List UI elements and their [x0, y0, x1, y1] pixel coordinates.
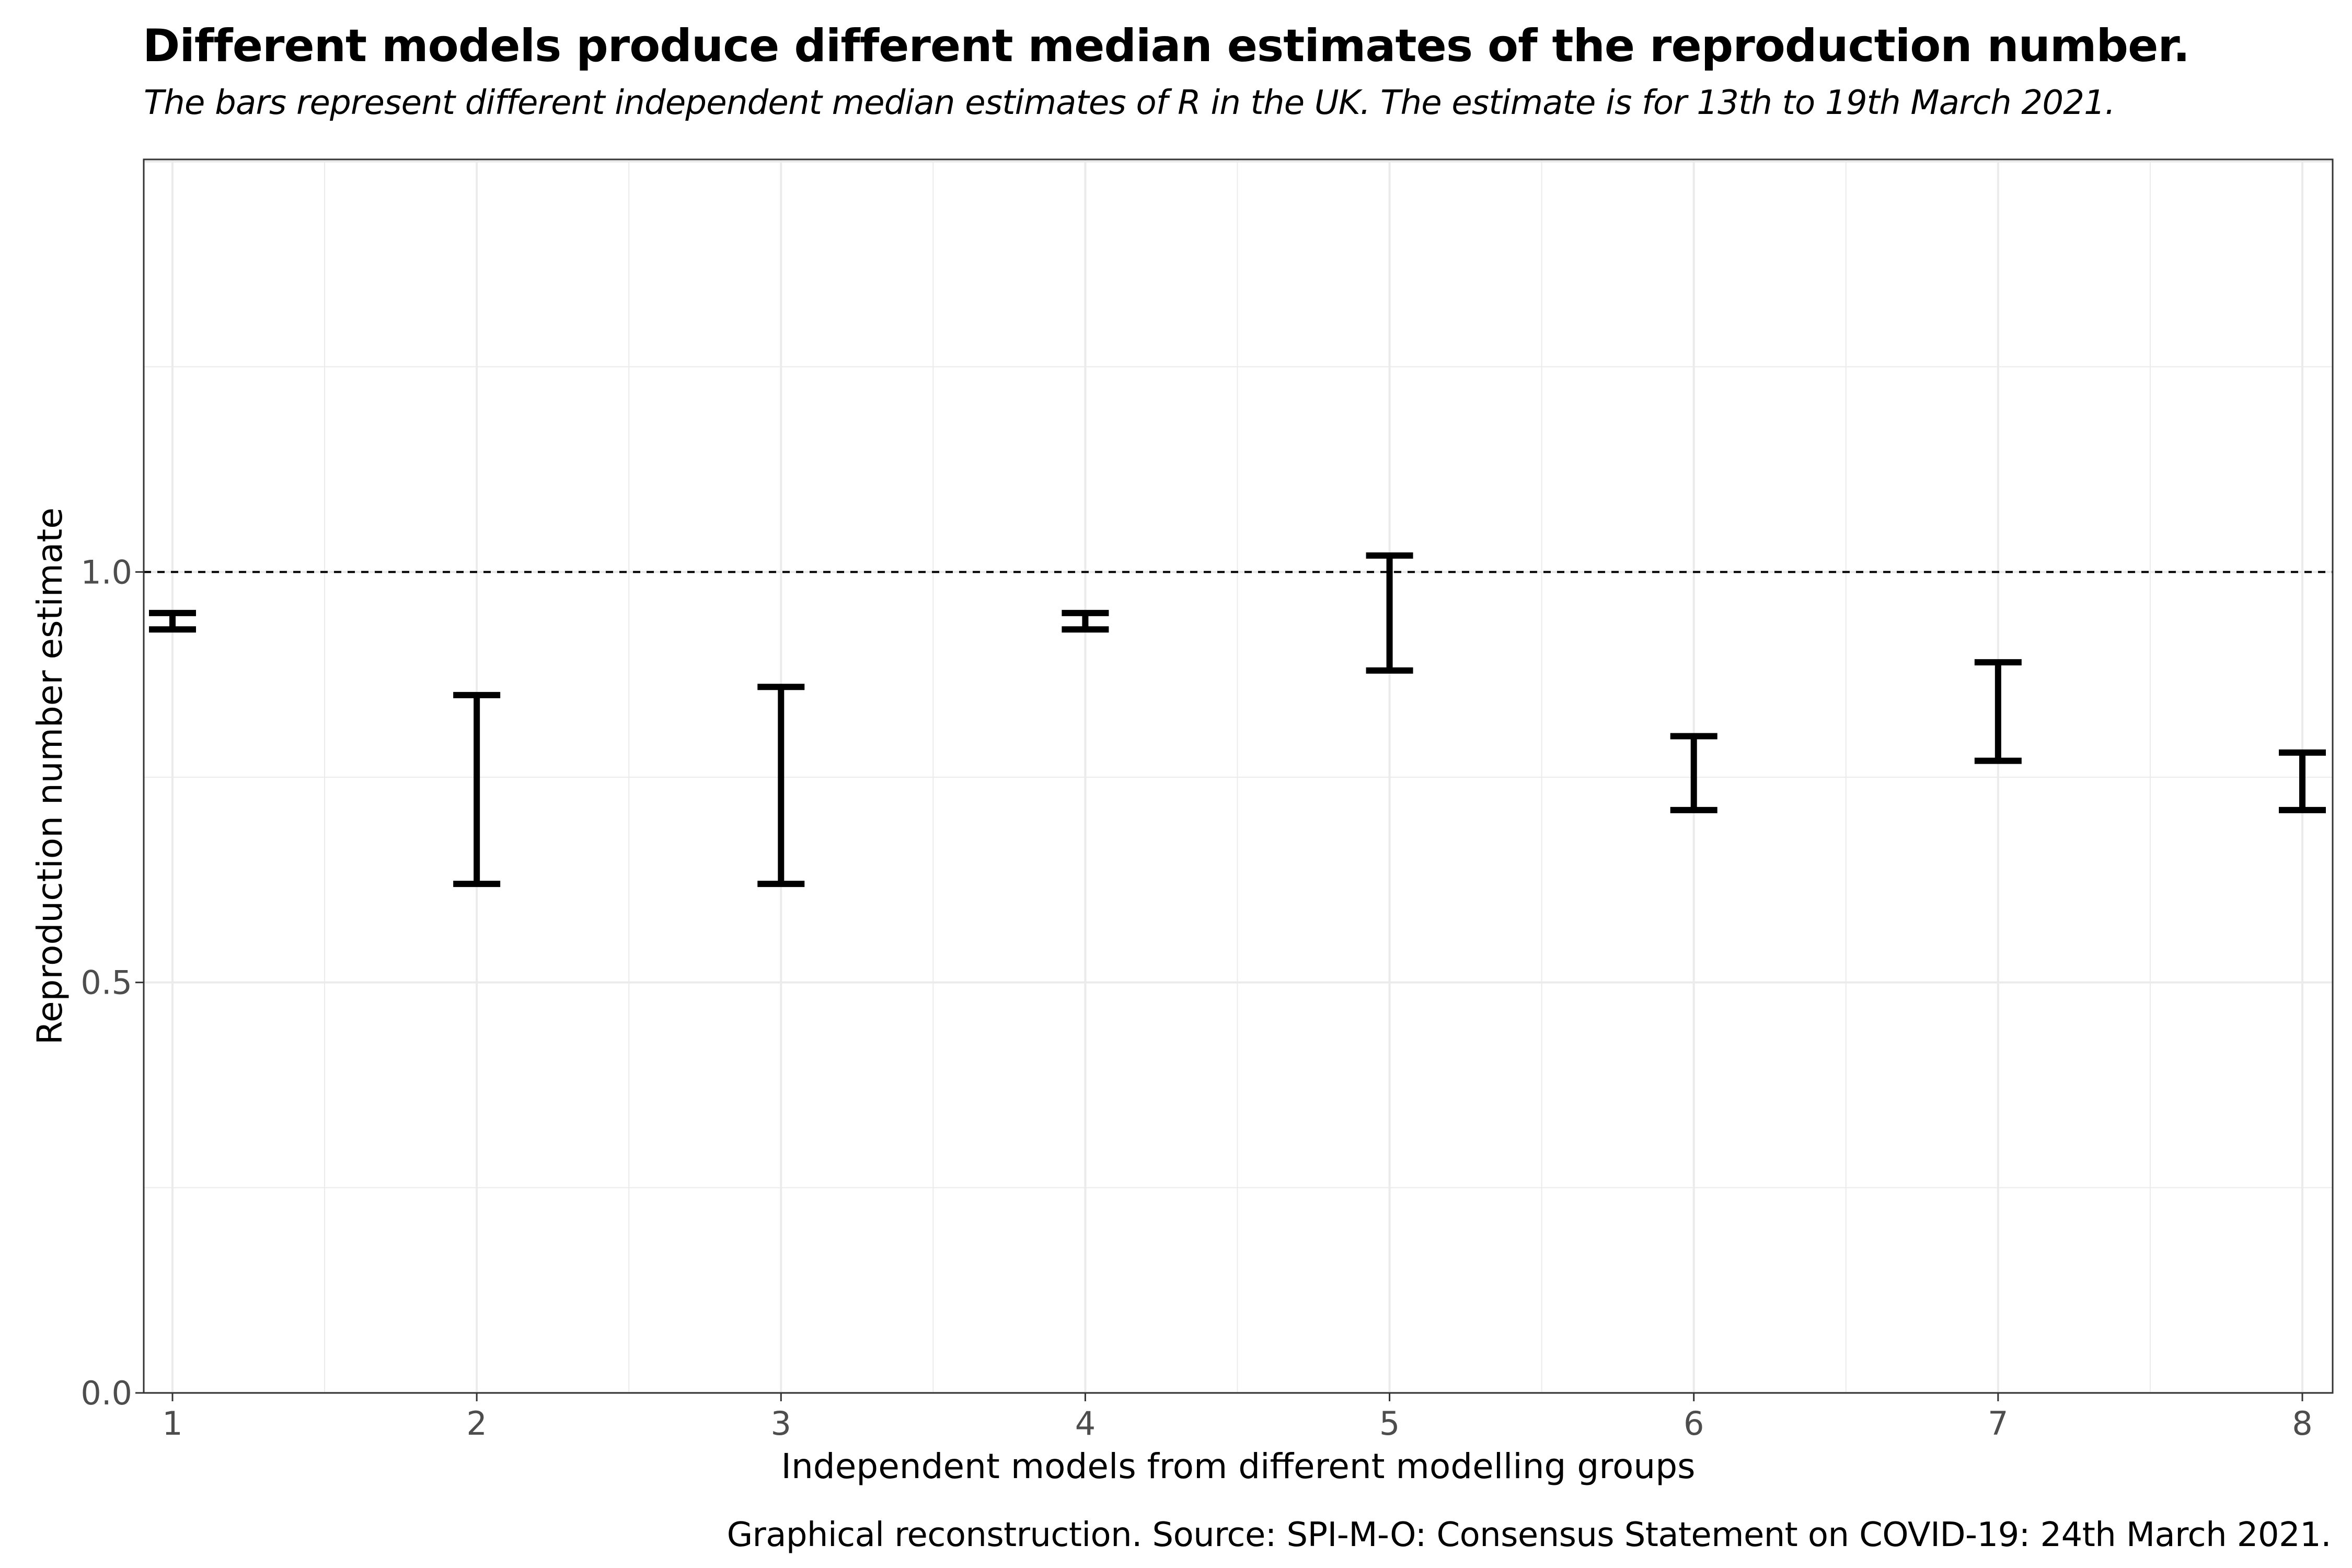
panel-border — [143, 158, 2334, 1394]
x-tick-label: 5 — [1379, 1404, 1400, 1443]
x-axis: 1 2 3 4 5 6 7 8 — [162, 1393, 2313, 1443]
y-tick-label: 1.0 — [80, 553, 132, 591]
error-bar-model-6 — [1670, 733, 1717, 813]
error-bars — [149, 552, 2326, 887]
error-bar-model-8 — [2279, 749, 2326, 813]
grid-lines — [144, 159, 2333, 1394]
chart-caption: Graphical reconstruction. Source: SPI-M-… — [727, 1516, 2332, 1554]
error-bar-model-5 — [1366, 552, 1413, 674]
x-tick-label: 2 — [466, 1404, 487, 1443]
error-bar-model-2 — [453, 691, 501, 887]
error-bar-model-1 — [149, 609, 196, 633]
x-axis-title: Independent models from different modell… — [781, 1446, 1696, 1486]
error-bar-model-4 — [1062, 609, 1109, 633]
y-tick-label: 0.0 — [80, 1374, 132, 1412]
x-tick-label: 4 — [1075, 1404, 1096, 1443]
error-bar-model-3 — [757, 684, 805, 887]
y-axis-title: Reproduction number estimate — [30, 508, 70, 1045]
x-tick-label: 7 — [1988, 1404, 2008, 1443]
chart-subtitle: The bars represent different independent… — [144, 84, 2115, 122]
chart-title: Different models produce different media… — [143, 20, 2190, 72]
y-tick-label: 0.5 — [80, 964, 132, 1002]
error-bar-model-7 — [1974, 659, 2022, 764]
y-axis: 0.0 0.5 1.0 — [80, 553, 144, 1412]
x-tick-label: 8 — [2292, 1404, 2312, 1443]
x-tick-label: 3 — [771, 1404, 791, 1443]
x-tick-label: 1 — [162, 1404, 182, 1443]
x-tick-label: 6 — [1684, 1404, 1704, 1443]
